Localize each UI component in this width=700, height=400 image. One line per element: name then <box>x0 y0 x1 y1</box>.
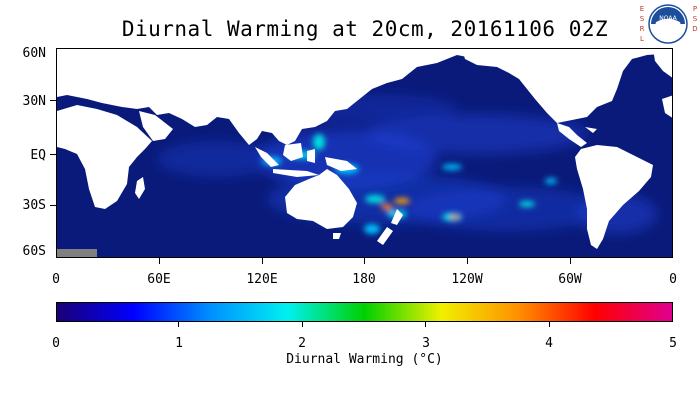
colorbar-label-1: 1 <box>175 336 183 351</box>
lon-label-120w: 120W <box>451 272 483 287</box>
antarctica-land <box>57 249 97 257</box>
esrl-letters: ESRL <box>639 5 645 43</box>
colorbar-label-4: 4 <box>545 336 553 351</box>
map-canvas <box>57 49 672 257</box>
lon-tick <box>467 258 468 264</box>
colorbar-tick <box>178 322 179 327</box>
colorbar-label-0: 0 <box>52 336 60 351</box>
colorbar-tick <box>425 322 426 327</box>
colorbar <box>56 302 673 322</box>
lon-label-0: 0 <box>52 272 60 287</box>
colorbar-tick <box>549 322 550 327</box>
lat-tick <box>50 100 56 101</box>
lon-tick <box>262 258 263 264</box>
lat-tick <box>50 205 56 206</box>
lat-label-60s: 60S <box>22 244 46 259</box>
lon-label-0-east: 0 <box>669 272 677 287</box>
land-masses <box>57 49 672 249</box>
lon-tick <box>570 258 571 264</box>
lon-label-180: 180 <box>352 272 376 287</box>
lon-label-60e: 60E <box>147 272 171 287</box>
map-title: Diurnal Warming at 20cm, 20161106 02Z <box>121 17 609 41</box>
noaa-logo-icon: NOAA <box>648 4 688 44</box>
lat-tick <box>50 154 56 155</box>
lon-tick <box>159 258 160 264</box>
lat-label-30n: 30N <box>22 94 46 109</box>
lon-label-120e: 120E <box>246 272 278 287</box>
lon-label-60w: 60W <box>558 272 582 287</box>
colorbar-tick <box>302 322 303 327</box>
psd-letters: PSD <box>692 5 698 33</box>
map-panel <box>56 48 673 258</box>
lat-label-60n: 60N <box>22 46 46 61</box>
svg-text:NOAA: NOAA <box>659 15 677 22</box>
colorbar-label-5: 5 <box>669 336 677 351</box>
colorbar-label-2: 2 <box>298 336 306 351</box>
colorbar-label-3: 3 <box>422 336 430 351</box>
lon-tick <box>364 258 365 264</box>
lat-label-eq: EQ <box>30 148 46 163</box>
colorbar-title: Diurnal Warming (°C) <box>286 352 443 367</box>
lat-label-30s: 30S <box>22 198 46 213</box>
